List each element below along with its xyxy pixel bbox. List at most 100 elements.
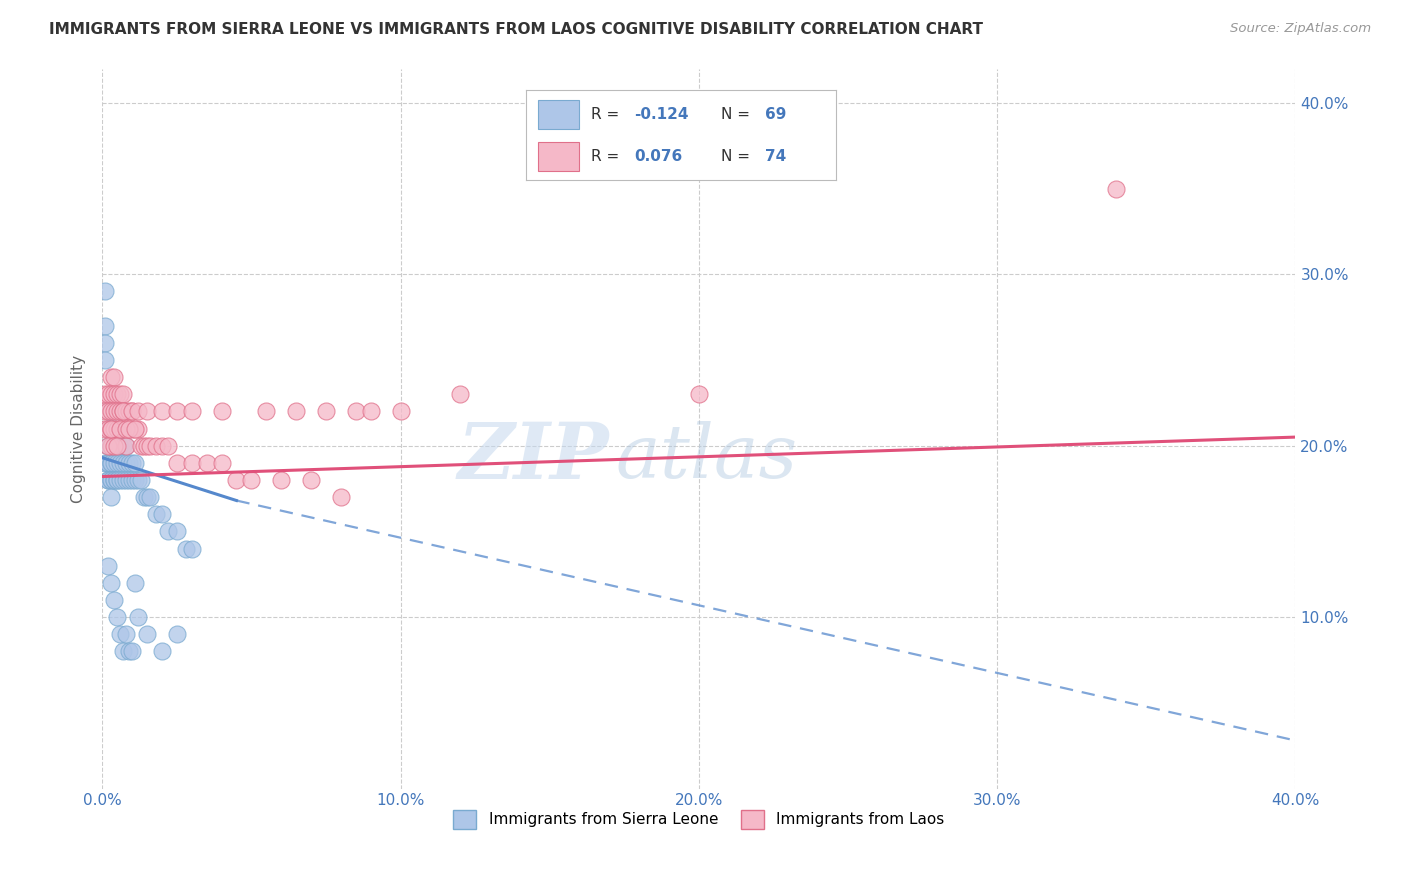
Point: [103, 593, 125, 607]
Point: [211, 404, 233, 418]
Point: [100, 370, 122, 384]
Point: [105, 439, 128, 453]
Point: [174, 541, 197, 556]
Point: [97, 558, 120, 573]
Point: [94, 318, 117, 333]
Y-axis label: Cognitive Disability: Cognitive Disability: [72, 354, 86, 502]
Point: [115, 421, 138, 435]
Point: [112, 473, 135, 487]
Point: [150, 439, 173, 453]
Point: [115, 404, 138, 418]
Point: [100, 439, 122, 453]
Point: [105, 473, 128, 487]
Point: [127, 610, 149, 624]
Point: [115, 439, 138, 453]
Point: [166, 627, 188, 641]
Point: [150, 507, 173, 521]
Point: [108, 439, 131, 453]
Point: [103, 421, 125, 435]
Point: [112, 421, 135, 435]
Point: [688, 387, 710, 401]
Point: [115, 439, 138, 453]
Point: [180, 404, 202, 418]
Point: [180, 541, 202, 556]
Point: [150, 644, 173, 658]
Point: [103, 439, 125, 453]
Point: [121, 404, 143, 418]
Point: [124, 473, 146, 487]
Point: [124, 421, 146, 435]
Point: [97, 456, 120, 470]
Point: [105, 421, 128, 435]
Point: [136, 404, 159, 418]
Point: [112, 644, 135, 658]
Point: [100, 490, 122, 504]
Point: [94, 404, 117, 418]
Point: [100, 575, 122, 590]
Point: [103, 473, 125, 487]
Point: [166, 456, 188, 470]
Point: [105, 404, 128, 418]
Point: [103, 387, 125, 401]
Point: [100, 421, 122, 435]
Point: [285, 404, 308, 418]
Point: [103, 370, 125, 384]
Point: [112, 439, 135, 453]
Point: [94, 353, 117, 368]
Point: [449, 387, 471, 401]
Point: [124, 575, 146, 590]
Point: [115, 627, 138, 641]
Point: [100, 421, 122, 435]
Point: [108, 456, 131, 470]
Point: [156, 439, 179, 453]
Point: [115, 473, 138, 487]
Point: [112, 404, 135, 418]
Point: [100, 439, 122, 453]
Point: [105, 610, 128, 624]
Point: [105, 439, 128, 453]
Point: [121, 456, 143, 470]
Point: [100, 473, 122, 487]
Text: ZIP: ZIP: [458, 419, 609, 496]
Point: [124, 421, 146, 435]
Point: [344, 404, 367, 418]
Point: [105, 456, 128, 470]
Point: [97, 404, 120, 418]
Point: [329, 490, 352, 504]
Point: [127, 404, 149, 418]
Point: [136, 439, 159, 453]
Point: [121, 644, 143, 658]
Point: [136, 490, 159, 504]
Point: [108, 421, 131, 435]
Point: [97, 439, 120, 453]
Point: [103, 439, 125, 453]
Point: [127, 473, 149, 487]
Point: [118, 421, 141, 435]
Point: [136, 627, 159, 641]
Point: [150, 404, 173, 418]
Text: Source: ZipAtlas.com: Source: ZipAtlas.com: [1230, 22, 1371, 36]
Point: [115, 421, 138, 435]
Point: [166, 404, 188, 418]
Point: [195, 456, 218, 470]
Point: [118, 456, 141, 470]
Point: [94, 335, 117, 350]
Point: [211, 456, 233, 470]
Point: [103, 473, 125, 487]
Point: [240, 473, 263, 487]
Point: [132, 490, 155, 504]
Point: [118, 473, 141, 487]
Point: [145, 507, 167, 521]
Point: [97, 421, 120, 435]
Point: [254, 404, 277, 418]
Point: [94, 421, 117, 435]
Point: [105, 473, 128, 487]
Point: [145, 439, 167, 453]
Point: [118, 421, 141, 435]
Point: [225, 473, 247, 487]
Point: [97, 473, 120, 487]
Point: [124, 456, 146, 470]
Point: [1105, 181, 1128, 195]
Point: [103, 404, 125, 418]
Point: [108, 627, 131, 641]
